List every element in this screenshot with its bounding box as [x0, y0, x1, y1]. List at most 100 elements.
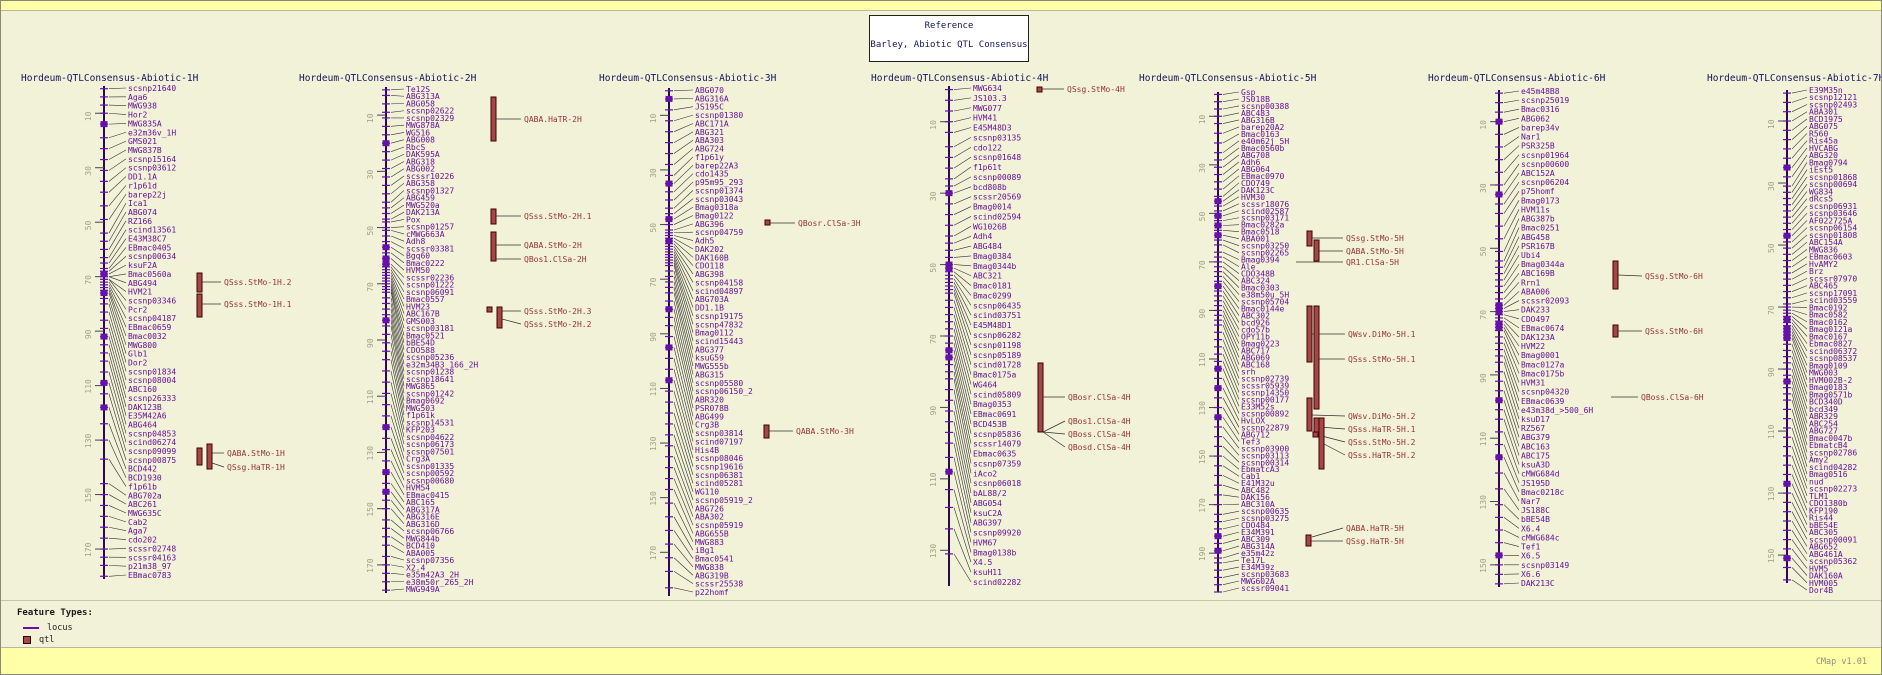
qtl-label[interactable]: QSss.HaTR-5H.1: [1348, 425, 1416, 434]
locus-label[interactable]: AF022725A: [1809, 216, 1853, 225]
locus-label[interactable]: scssr02236: [406, 273, 454, 282]
qtl-bar[interactable]: [196, 272, 203, 293]
locus-label[interactable]: EBmac0405: [128, 243, 172, 252]
locus-label[interactable]: HVM11s: [1521, 205, 1550, 214]
qtl-label[interactable]: QSsg.StMo-6H: [1645, 272, 1703, 281]
locus-label[interactable]: ABG458: [1521, 233, 1550, 242]
qtl-bar[interactable]: [1037, 362, 1044, 433]
locus-label[interactable]: Bmac0251: [1521, 224, 1560, 233]
locus-label[interactable]: Ris45a: [1809, 137, 1838, 146]
locus-label[interactable]: ABC483: [1241, 109, 1270, 118]
qtl-label[interactable]: QSss.StMo-1H.2: [224, 278, 292, 287]
locus-label[interactable]: cMWG663A: [406, 230, 445, 239]
locus-label[interactable]: ABA001: [1241, 235, 1270, 244]
locus-label[interactable]: scsnp03171: [1241, 214, 1289, 223]
locus-label[interactable]: ksuD17: [1521, 415, 1550, 424]
locus-label[interactable]: MWG003: [1809, 369, 1838, 378]
locus-label[interactable]: iEst5: [1809, 166, 1833, 175]
qtl-bar[interactable]: [496, 306, 503, 329]
qtl-dot[interactable]: [486, 306, 493, 313]
locus-label[interactable]: scsnp03275: [1241, 514, 1289, 523]
locus-label[interactable]: scsnp25019: [1521, 96, 1569, 105]
locus-label[interactable]: MWG949A: [406, 585, 440, 594]
locus-label[interactable]: ABG652: [1809, 543, 1838, 552]
locus-label[interactable]: ABG320: [1809, 151, 1838, 160]
locus-label[interactable]: CDO588: [406, 346, 435, 355]
locus-label[interactable]: E39M35n: [1809, 86, 1843, 95]
locus-label[interactable]: Bmac0181: [973, 282, 1012, 291]
locus-label[interactable]: Bmag0516: [1809, 470, 1848, 479]
locus-label[interactable]: scind06372: [1809, 347, 1857, 356]
locus-label[interactable]: scsnp05919_2: [695, 496, 753, 505]
locus-label[interactable]: Bmac0541: [695, 555, 734, 564]
locus-label[interactable]: scsnp22879: [1241, 423, 1289, 432]
locus-label[interactable]: scsnp00694: [1809, 180, 1857, 189]
locus-label[interactable]: ABC154A: [1809, 238, 1843, 247]
map-title[interactable]: Hordeum-QTLConsensus-Abiotic-6H: [1428, 73, 1606, 84]
locus-label[interactable]: cdo202: [128, 536, 157, 545]
locus-label[interactable]: MWG503: [406, 404, 435, 413]
locus-label[interactable]: HVM67: [973, 538, 997, 547]
locus-label[interactable]: HVM30: [1241, 193, 1265, 202]
locus-label[interactable]: DAK233: [1521, 306, 1550, 315]
locus-label[interactable]: MWG836: [1809, 245, 1838, 254]
locus-label[interactable]: scsnp01257: [406, 223, 454, 232]
locus-label[interactable]: E41M32u: [1241, 479, 1275, 488]
locus-label[interactable]: CDO497: [1521, 315, 1550, 324]
qtl-label[interactable]: QWsv.DiMo-5H.2: [1348, 412, 1416, 421]
locus-label[interactable]: ksuA3D: [1521, 461, 1550, 470]
locus-label[interactable]: scsnp03149: [1521, 561, 1569, 570]
locus-label[interactable]: ABG316B: [1241, 116, 1275, 125]
locus-label[interactable]: scsnp06282: [973, 331, 1021, 340]
locus-label[interactable]: scsnp00091: [1809, 535, 1857, 544]
locus-label[interactable]: Bmag0692: [406, 397, 445, 406]
qtl-label[interactable]: QBosd.ClSa-4H: [1068, 443, 1131, 452]
locus-label[interactable]: scind04897: [695, 287, 743, 296]
locus-label[interactable]: Ubi4: [1521, 251, 1540, 260]
locus-label[interactable]: scssr05939: [1241, 381, 1289, 390]
locus-label[interactable]: ABG727: [1809, 427, 1838, 436]
locus-label[interactable]: HVM22: [1521, 342, 1545, 351]
locus-label[interactable]: bcd808b: [973, 183, 1007, 192]
locus-label[interactable]: HVM41: [973, 114, 997, 123]
locus-label[interactable]: HVM50: [406, 266, 430, 275]
locus-label[interactable]: ABG499: [695, 412, 724, 421]
locus-label[interactable]: ksuC2A: [973, 509, 1002, 518]
locus-label[interactable]: scsnp04187: [128, 314, 176, 323]
locus-label[interactable]: scsnp07501: [406, 447, 454, 456]
locus-label[interactable]: scsnp00634: [128, 252, 176, 261]
locus-label[interactable]: EBmac0970: [1241, 172, 1285, 181]
locus-label[interactable]: Bmag0353: [973, 400, 1012, 409]
qtl-bar[interactable]: [490, 231, 497, 262]
locus-label[interactable]: bcd926: [1241, 319, 1270, 328]
locus-label[interactable]: ABG724: [695, 145, 724, 154]
locus-label[interactable]: ABC465: [1809, 282, 1838, 291]
locus-label[interactable]: WG464: [973, 380, 997, 389]
locus-label[interactable]: ABC482: [1241, 486, 1270, 495]
locus-label[interactable]: MWG835A: [128, 119, 162, 128]
locus-label[interactable]: PSR325B: [1521, 142, 1555, 151]
locus-label[interactable]: Te17L: [1241, 556, 1265, 565]
locus-label[interactable]: scsnp03113: [1241, 451, 1289, 460]
locus-label[interactable]: Crg3A: [406, 455, 430, 464]
locus-label[interactable]: ABG387b: [1521, 215, 1555, 224]
locus-label[interactable]: Amy2: [1809, 456, 1828, 465]
locus-label[interactable]: scsnp03683: [1241, 570, 1289, 579]
qtl-label[interactable]: QSss.StMo-5H.1: [1348, 355, 1416, 364]
locus-label[interactable]: scsnp15164: [128, 155, 176, 164]
locus-label[interactable]: Bmac0222: [406, 259, 445, 268]
locus-label[interactable]: scsnp01868: [1809, 173, 1857, 182]
locus-label[interactable]: ABG058: [406, 99, 435, 108]
locus-label[interactable]: scsnp00892: [1241, 409, 1289, 418]
locus-label[interactable]: ksuH11: [973, 568, 1002, 577]
locus-label[interactable]: EBmac0415: [406, 491, 450, 500]
locus-label[interactable]: p21m38_97: [128, 562, 172, 571]
locus-label[interactable]: Adh8: [406, 237, 425, 246]
locus-label[interactable]: ksuG59: [695, 354, 724, 363]
locus-label[interactable]: ABC152A: [1521, 169, 1555, 178]
locus-label[interactable]: Te12S: [406, 85, 430, 94]
qtl-bar[interactable]: [1612, 260, 1619, 290]
locus-label[interactable]: ABC261: [128, 500, 157, 509]
locus-label[interactable]: Bmac0316: [1521, 105, 1560, 114]
locus-label[interactable]: barep20A2: [1241, 123, 1285, 132]
